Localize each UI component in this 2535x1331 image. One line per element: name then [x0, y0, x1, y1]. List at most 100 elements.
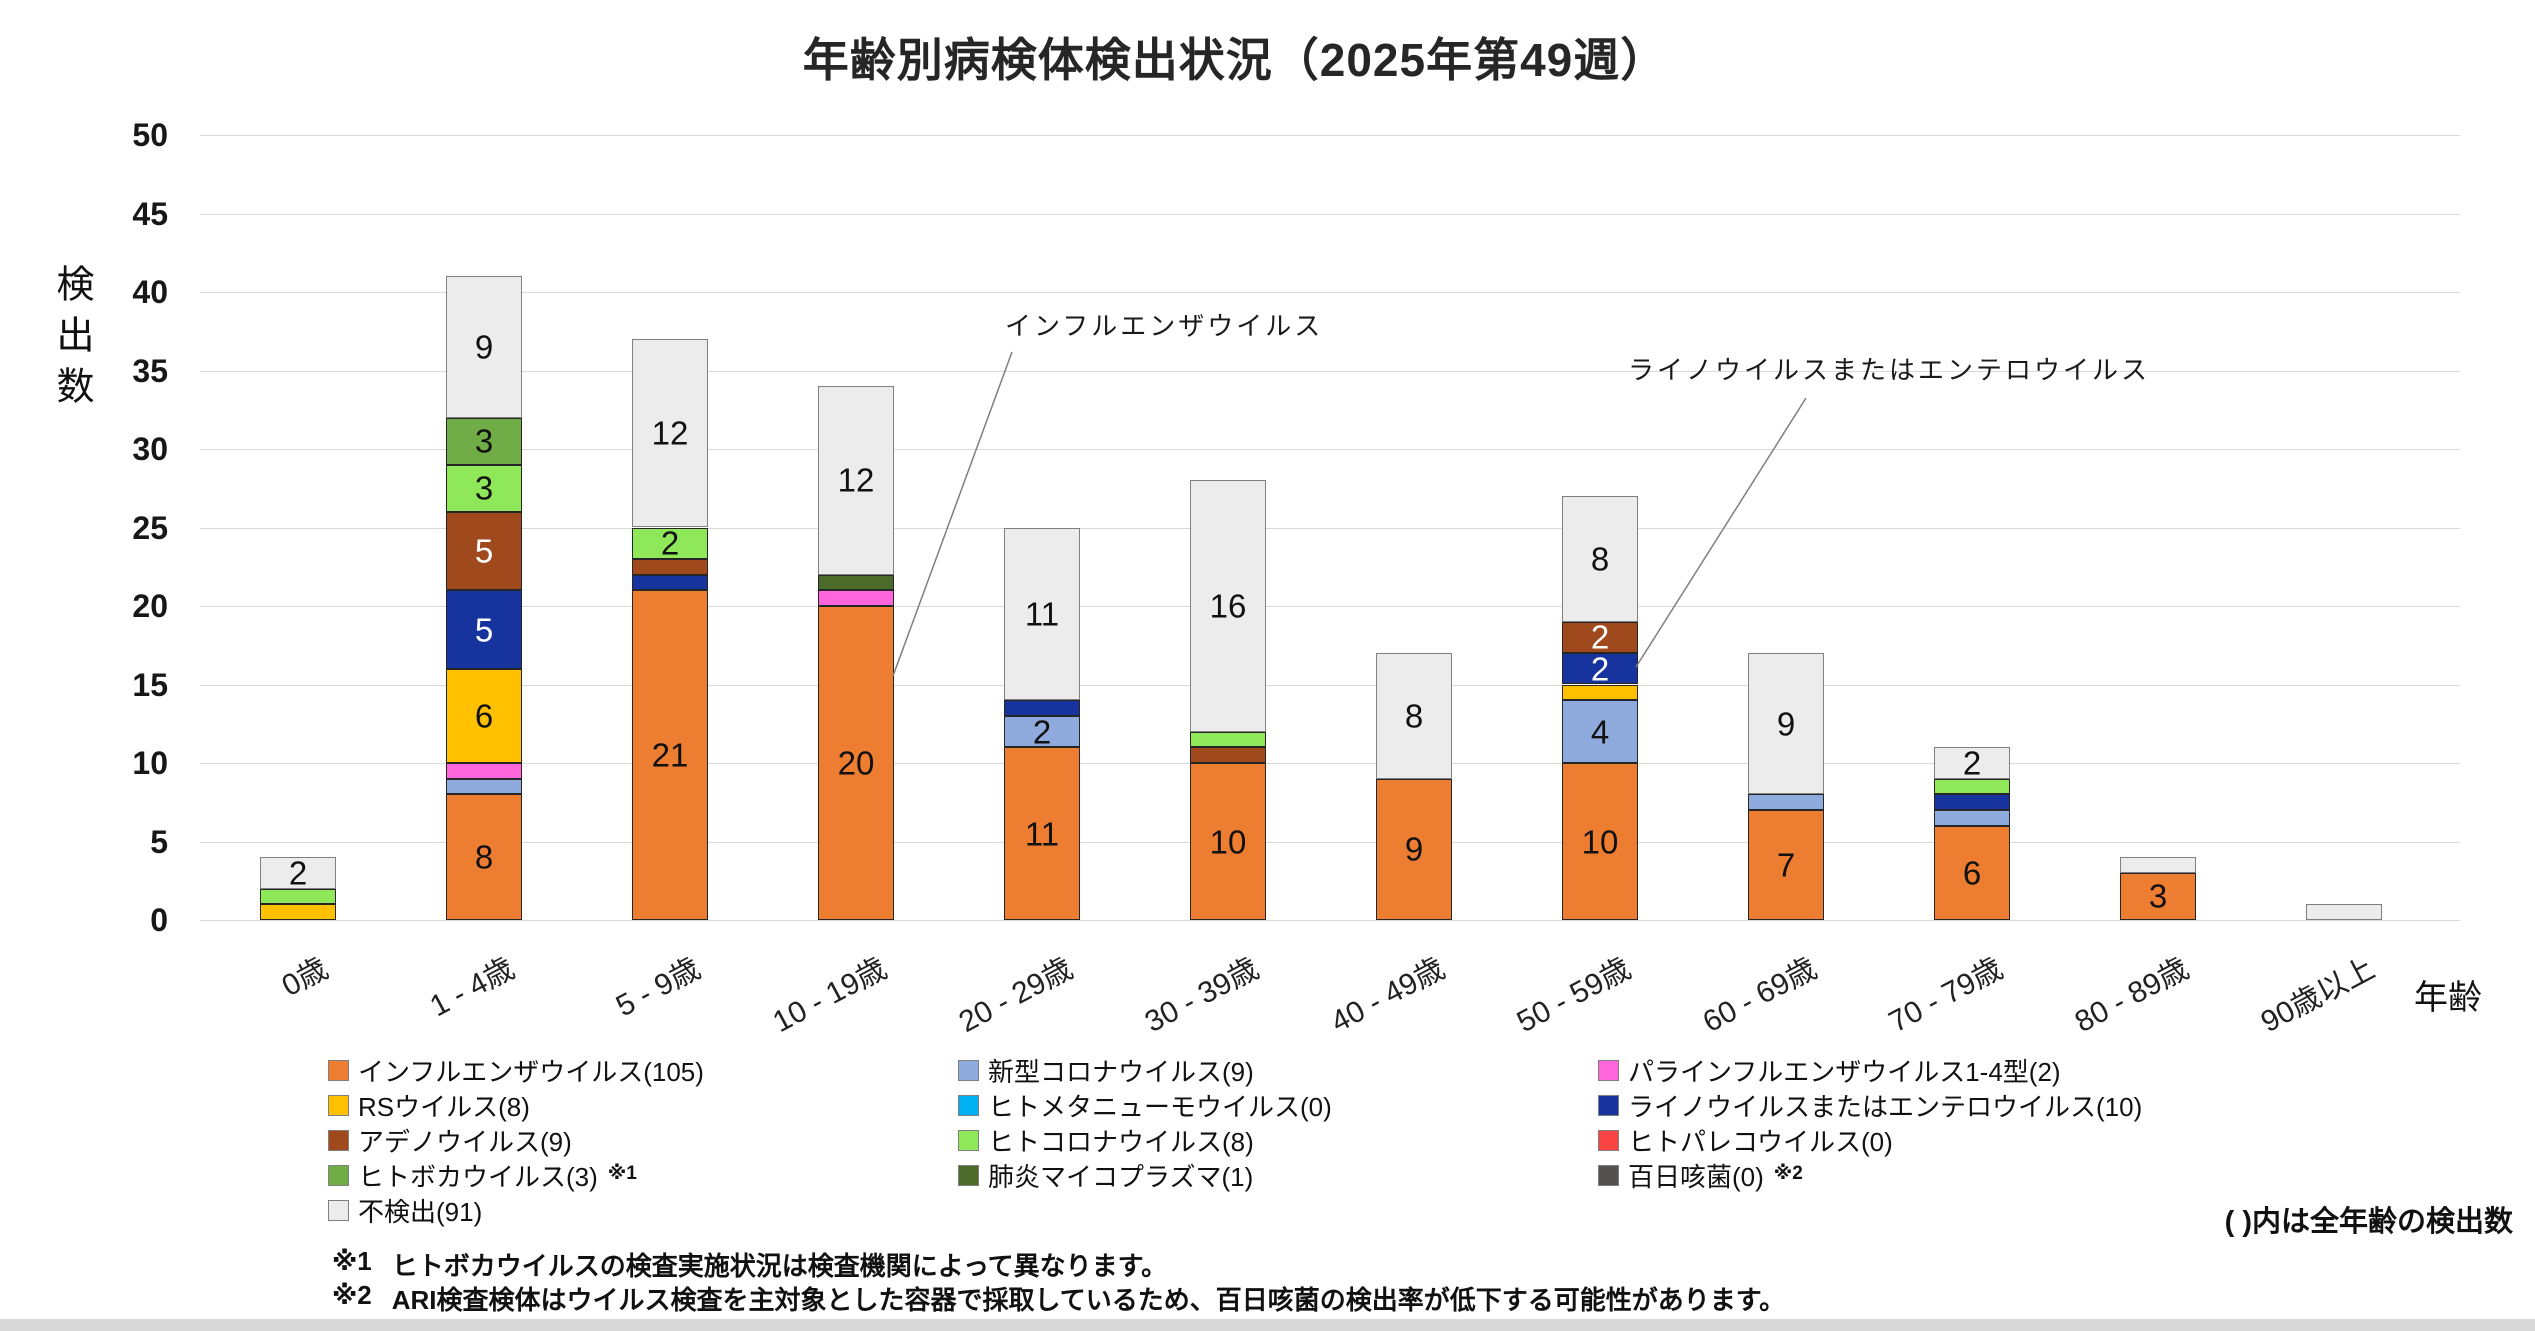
bar-segment: 10: [1190, 763, 1266, 920]
bar-segment: [818, 574, 894, 591]
legend-swatch: [328, 1129, 349, 1151]
bar-segment: 5: [446, 511, 522, 591]
legend-label: ヒトパレコウイルス(0): [1628, 1126, 1893, 1157]
bar-segment-value: 2: [1590, 650, 1610, 688]
bar-segment: 9: [446, 276, 522, 418]
bar-segment-value: 9: [1776, 705, 1796, 743]
bar-segment: [1004, 700, 1080, 716]
legend-swatch: [1598, 1129, 1619, 1151]
legend-swatch: [958, 1059, 979, 1081]
legend-swatch: [1598, 1164, 1619, 1186]
x-tick-label: 70 - 79歳: [1883, 951, 2008, 1040]
gridline: [200, 920, 2460, 921]
bar-segment-value: 11: [1024, 815, 1060, 853]
gridline: [200, 606, 2460, 607]
legend-swatch: [328, 1059, 349, 1081]
bar-segment: [2306, 904, 2382, 920]
bar-segment: [260, 888, 336, 905]
bar-segment: 2: [1562, 650, 1638, 688]
y-tick-label: 50: [132, 117, 168, 153]
y-axis-title: 検出数: [50, 264, 92, 417]
legend-label: 肺炎マイコプラズマ(1): [988, 1161, 1254, 1192]
bar-segment: 2: [1562, 618, 1638, 656]
legend-label: 新型コロナウイルス(9): [988, 1056, 1254, 1087]
gridline: [200, 841, 2460, 843]
bar-segment: 21: [632, 590, 708, 920]
bar-segment: 6: [1934, 825, 2010, 920]
bar-segment: [1934, 794, 2010, 811]
bar-segment: [260, 904, 336, 920]
bar-segment-value: 12: [651, 414, 689, 452]
bar-segment: 11: [1004, 747, 1080, 920]
legend-item: インフルエンザウイルス(105): [328, 1056, 704, 1087]
bar-segment-value: 8: [474, 838, 494, 876]
annotation-label-rhino-entero: ライノウイルスまたはエンテロウイルス: [1628, 355, 2151, 385]
legend-swatch: [1598, 1059, 1619, 1081]
bar-segment: [632, 574, 708, 591]
bar-segment: 20: [818, 606, 894, 920]
bar-segment: 2: [260, 854, 336, 892]
bar-segment: [446, 778, 522, 795]
x-tick-label: 5 - 9歳: [610, 951, 706, 1024]
legend-note: ( )内は全年齢の検出数: [2224, 1206, 2513, 1238]
y-tick-label: 45: [132, 195, 168, 232]
bar-segment-value: 12: [837, 461, 875, 499]
bar-segment: 8: [1562, 496, 1638, 622]
legend-label: パラインフルエンザウイルス1-4型(2): [1628, 1056, 2061, 1087]
bar-segment-value: 2: [288, 854, 308, 892]
bar-segment: 2: [1004, 715, 1080, 748]
x-tick-label: 50 - 59歳: [1511, 951, 1636, 1040]
x-tick-label: 30 - 39歳: [1139, 951, 1264, 1040]
bar-segment: 7: [1748, 810, 1824, 920]
legend-item: ヒトボカウイルス(3) ※1: [328, 1161, 704, 1192]
bar-segment: 3: [446, 417, 522, 465]
bar-segment: [446, 763, 522, 779]
bar-segment-value: 3: [474, 422, 494, 460]
gridline: [200, 292, 2460, 293]
bar-segment: 11: [1004, 527, 1080, 701]
bar-segment: [818, 590, 894, 606]
legend-item: ライノウイルスまたはエンテロウイルス(10): [1598, 1091, 2142, 1122]
bottom-window-edge: [0, 1319, 2535, 1331]
bar-segment: [1934, 778, 2010, 795]
gridline: [200, 370, 2460, 372]
legend-item: ヒトコロナウイルス(8): [958, 1126, 1332, 1157]
legend-column: パラインフルエンザウイルス1-4型(2) ライノウイルスまたはエンテロウイルス(1…: [1598, 1056, 2142, 1192]
legend-swatch: [958, 1164, 979, 1186]
x-axis-title: 年齢: [2414, 979, 2482, 1017]
legend-label: RSウイルス(8): [358, 1091, 530, 1122]
annotation-line-rhino-entero: [1635, 397, 1807, 668]
bar-segment: 8: [1376, 653, 1452, 779]
bar-segment: 5: [446, 590, 522, 669]
bar-segment: 2: [632, 527, 708, 560]
bar-segment: 3: [2120, 872, 2196, 920]
bar-segment-value: 8: [1590, 540, 1610, 578]
bar-segment-value: 3: [474, 469, 494, 507]
legend-swatch: [958, 1094, 979, 1116]
legend-item: 肺炎マイコプラズマ(1): [958, 1161, 1332, 1192]
annotation-label-influenza: インフルエンザウイルス: [1005, 311, 1324, 341]
bar-segment-value: 5: [474, 532, 494, 570]
legend-label: 百日咳菌(0) ※2: [1628, 1161, 1803, 1192]
bar-segment: 12: [818, 386, 894, 575]
bar-segment-value: 9: [474, 328, 494, 366]
bar-segment-value: 10: [1581, 823, 1619, 860]
footnote-2-text: ARI検査検体はウイルス検査を主対象とした容器で採取しているため、百日咳菌の検出…: [391, 1285, 1786, 1315]
y-tick-label: 35: [132, 352, 168, 389]
bar-segment-value: 2: [1590, 618, 1610, 656]
y-tick-label: 0: [150, 902, 168, 938]
bar-segment-value: 10: [1209, 823, 1247, 860]
x-tick-label: 1 - 4歳: [424, 951, 520, 1024]
legend-label: ヒトメタニューモウイルス(0): [988, 1091, 1332, 1122]
bar-segment-value: 16: [1209, 587, 1247, 625]
bar-segment: [1934, 810, 2010, 826]
bar-segment-value: 11: [1024, 595, 1060, 633]
bar-segment: 8: [446, 794, 522, 920]
legend-item: 新型コロナウイルス(9): [958, 1056, 1332, 1087]
y-tick-label: 20: [132, 588, 168, 624]
bar-segment: [1190, 731, 1266, 748]
y-tick-label: 15: [132, 666, 168, 703]
bar-segment: 9: [1748, 653, 1824, 795]
legend-label: ヒトコロナウイルス(8): [988, 1126, 1254, 1157]
